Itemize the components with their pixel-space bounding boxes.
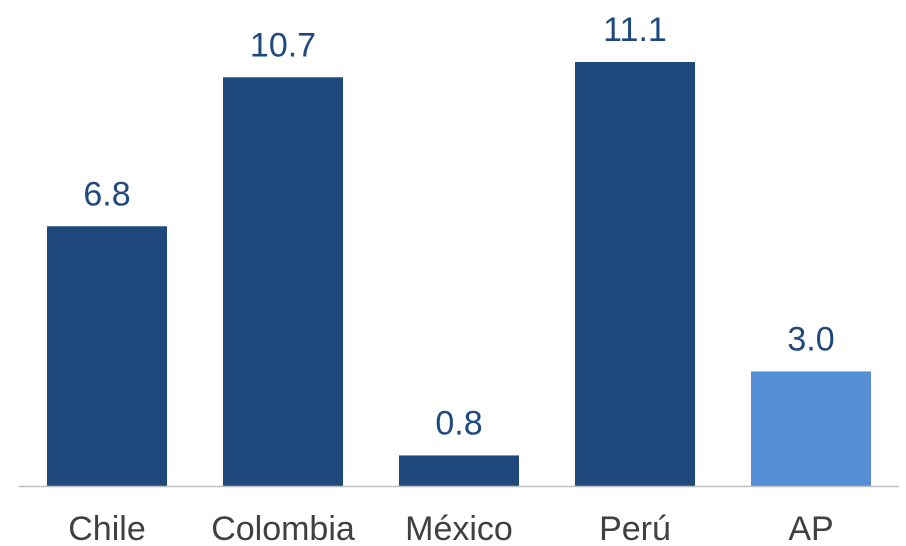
value-label-1: 10.7 — [250, 26, 316, 64]
bars-group — [47, 62, 871, 486]
bar-4 — [751, 371, 871, 486]
value-label-2: 0.8 — [435, 404, 482, 442]
value-label-0: 6.8 — [83, 175, 130, 213]
bar-3 — [575, 62, 695, 486]
category-label-1: Colombia — [211, 510, 355, 546]
category-label-4: AP — [788, 510, 833, 546]
category-labels-group: Chile Colombia México Perú AP — [68, 510, 833, 546]
bar-1 — [223, 77, 343, 486]
value-label-4: 3.0 — [787, 320, 834, 358]
category-label-2: México — [405, 510, 513, 546]
category-label-3: Perú — [599, 510, 671, 546]
bar-2 — [399, 455, 519, 486]
value-label-3: 11.1 — [603, 11, 667, 49]
category-label-0: Chile — [68, 510, 145, 546]
bar-0 — [47, 226, 167, 486]
value-labels-group: 6.8 10.7 0.8 11.1 3.0 — [83, 11, 834, 442]
